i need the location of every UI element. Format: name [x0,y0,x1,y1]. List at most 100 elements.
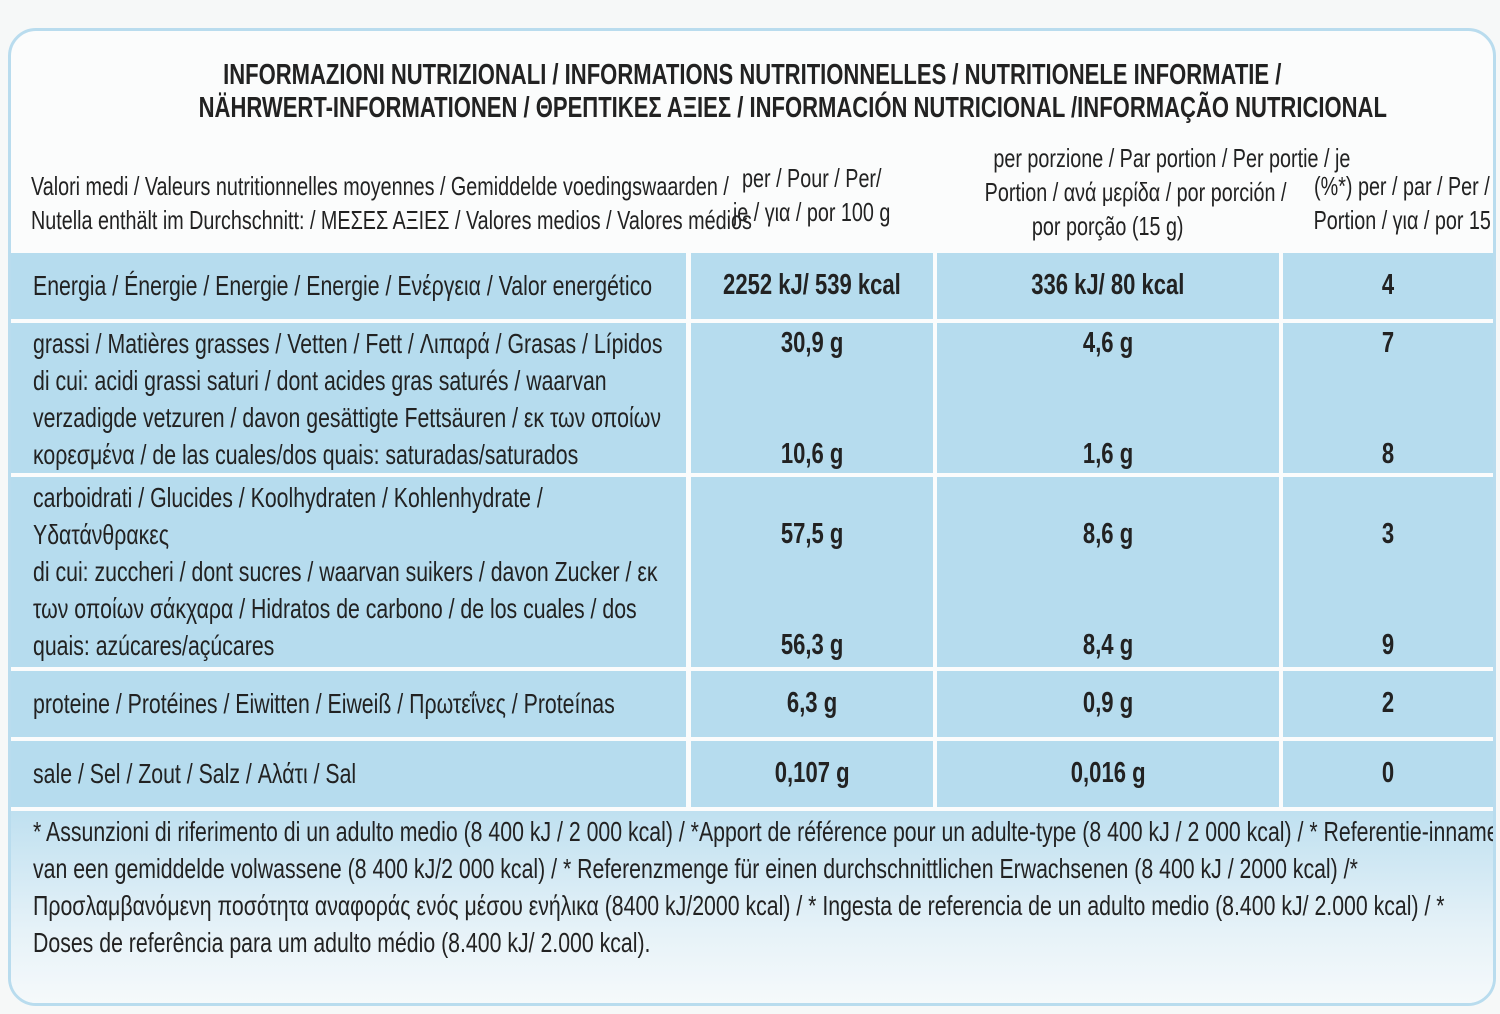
header-line: Valori medi / Valeurs nutritionnelles mo… [31,171,729,201]
row-value: 8,4 g [937,627,1279,664]
row-value: 0,9 g [937,685,1279,722]
row-label: di cui: zuccheri / dont sucres / waarvan… [33,556,658,587]
footnote-line: Doses de referência para um adulto médio… [33,927,651,958]
header-cell: per / Pour / Per/je / για / por 100 g [691,161,933,229]
spacer [937,399,1279,436]
row-label: verzadigde vetzuren / davon gesättigte F… [33,402,661,433]
title: INFORMAZIONI NUTRIZIONALI / INFORMATIONS… [11,59,1493,125]
row-value: 9 [1381,629,1395,661]
row-label: sale / Sel / Zout / Salz / Αλάτι / Sal [33,755,686,792]
row-value: 2 [1283,685,1493,722]
row-value: 8,6 g [937,516,1279,553]
row-value: 57,5 g [691,516,933,553]
cell-text: 6,3 g [691,685,933,722]
header-line: Valori medi / Valeurs nutritionnelles mo… [31,169,729,203]
row-value: 6,3 g [786,687,838,719]
header-line: Portion / ανά μερίδα / por porción / [984,177,1287,207]
spacer [937,553,1279,590]
cell-text: 0,016 g [937,755,1279,792]
row-label: quais: azúcares/açúcares [33,630,275,661]
table-cell: sale / Sel / Zout / Salz / Αλάτι / Sal [11,741,686,807]
cell-text: Energia / Énergie / Energie / Energie / … [33,267,686,304]
table-cell: 4,6 g 1,6 g [937,323,1279,473]
row-value: 8,4 g [1082,629,1134,661]
row-value: 10,6 g [691,436,933,473]
row-value: 2 [1381,687,1395,719]
footnote-area [11,811,1493,1003]
cell-text: 0,107 g [691,755,933,792]
row-value: 10,6 g [780,438,844,470]
row-value: 4 [1381,269,1395,301]
row-value: 8,6 g [1082,518,1134,550]
table-cell: 8,6 g 8,4 g [937,477,1279,667]
header-line: (%*) per / par / Per / je [1314,171,1496,201]
row-label: grassi / Matières grasses / Vetten / Fet… [33,328,663,359]
footnote-line: van een gemiddelde volwassene (8 400 kJ/… [33,853,1358,884]
footnote-line: * Assunzioni di riferimento di un adulto… [33,816,1496,847]
table-cell: 0,9 g [937,671,1279,737]
cell-text: 0 [1283,755,1493,792]
header-line: Portion / για / por 15 g [1313,205,1496,235]
header-line: per / Pour / Per/ [691,161,933,195]
row-label: Energia / Énergie / Energie / Energie / … [33,270,653,301]
header-line: Portion / για / por 15 g [1283,203,1493,237]
spacer [937,479,1279,516]
row-value: 2252 kJ/ 539 kcal [691,267,933,304]
row-value: 0 [1381,757,1395,789]
row-label: grassi / Matières grasses / Vetten / Fet… [33,325,686,362]
spacer [1283,553,1493,590]
row-value: 7 [1283,325,1493,362]
table-cell: grassi / Matières grasses / Vetten / Fet… [11,323,686,473]
row-label: των οποίων σάκχαρα / Hidratos de carbono… [33,590,686,627]
table-cell: 57,5 g 56,3 g [691,477,933,667]
row-value: 4 [1283,267,1493,304]
title-line: NÄHRWERT-INFORMATIONEN / ΘΡΕΠΤΙΚΕΣ ΑΞΙΕΣ… [11,92,1493,125]
cell-text: 4,6 g 1,6 g [937,325,1279,473]
row-label: di cui: acidi grassi saturi / dont acide… [33,365,607,396]
spacer [937,362,1279,399]
spacer [691,553,933,590]
header-cell: per porzione / Par portion / Per portie … [937,141,1351,243]
cell-text: carboidrati / Glucides / Koolhydraten / … [33,479,686,664]
spacer [937,590,1279,627]
row-value: 336 kJ/ 80 kcal [937,267,1279,304]
row-label: carboidrati / Glucides / Koolhydraten / … [33,482,543,513]
footnote: * Assunzioni di riferimento di un adulto… [33,813,1493,961]
header-line: por porção (15 g) [937,209,1279,243]
cell-text: 336 kJ/ 80 kcal [937,267,1279,304]
row-value: 2252 kJ/ 539 kcal [723,269,901,301]
header-line: per porzione / Par portion / Per portie … [993,143,1351,173]
row-value: 4,6 g [937,325,1279,362]
row-label: sale / Sel / Zout / Salz / Αλάτι / Sal [33,758,357,789]
row-value: 8 [1283,436,1493,473]
cell-text: 2 [1283,685,1493,722]
cell-text: 0,9 g [937,685,1279,722]
row-value: 6,3 g [691,685,933,722]
spacer [1283,590,1493,627]
header-line: Portion / ανά μερίδα / por porción / [937,175,1287,209]
row-value: 30,9 g [691,325,933,362]
cell-text: grassi / Matières grasses / Vetten / Fet… [33,325,686,473]
row-label: Energia / Énergie / Energie / Energie / … [33,267,686,304]
row-value: 57,5 g [780,518,844,550]
row-value: 0 [1283,755,1493,792]
header-line: per / Pour / Per/ [742,163,882,193]
row-label: di cui: acidi grassi saturi / dont acide… [33,362,686,399]
cell-text: 8,6 g 8,4 g [937,479,1279,664]
row-value: 1,6 g [1082,438,1134,470]
footnote-line: Προσλαμβανόμενη ποσότητα αναφοράς ενός μ… [33,890,1445,921]
row-label: κορεσμένα / de las cuales/dos quais: sat… [33,439,579,470]
table-cell: 336 kJ/ 80 kcal [937,253,1279,319]
title-line: INFORMAZIONI NUTRIZIONALI / INFORMATIONS… [222,59,1282,91]
row-label: κορεσμένα / de las cuales/dos quais: sat… [33,436,686,473]
table-cell: 4 [1283,253,1493,319]
row-label: verzadigde vetzuren / davon gesättigte F… [33,399,686,436]
spacer [691,399,933,436]
table-cell: Energia / Énergie / Energie / Energie / … [11,253,686,319]
row-value: 0,9 g [1082,687,1134,719]
spacer [691,479,933,516]
header-cell: (%*) per / par / Per / je Portion / για /… [1283,169,1493,237]
